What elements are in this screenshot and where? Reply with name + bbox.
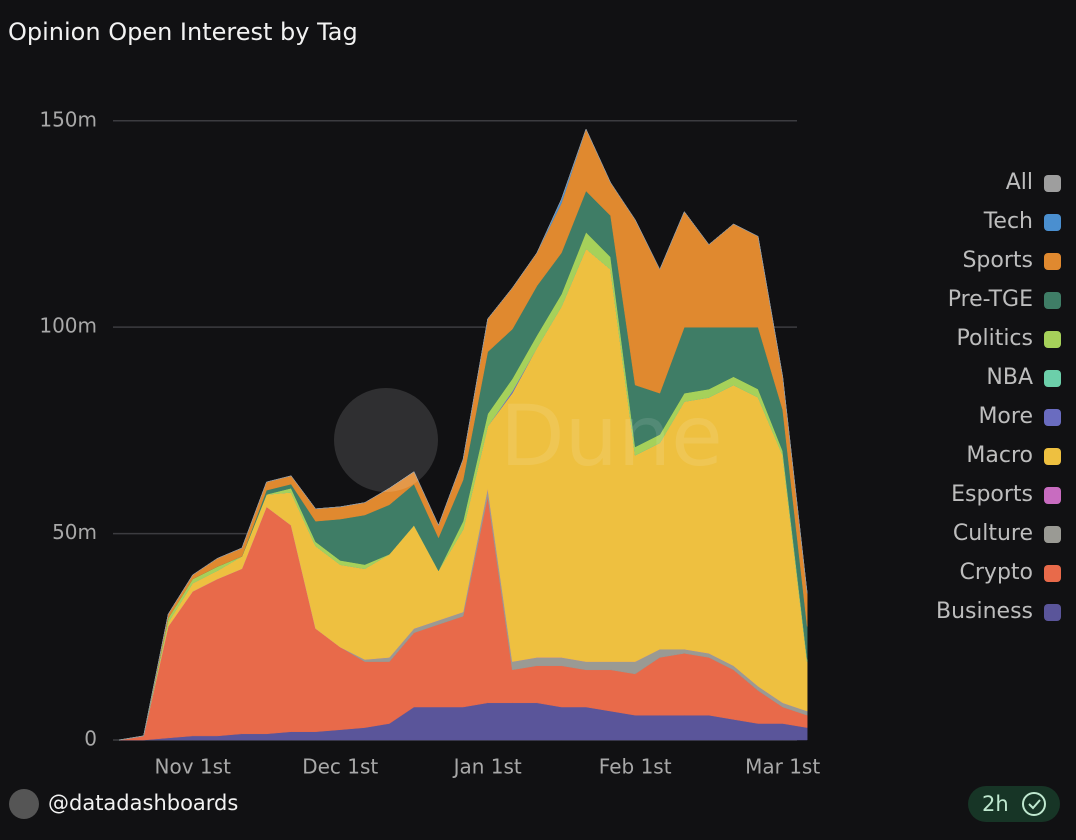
y-tick-label: 150m	[39, 107, 97, 131]
x-tick-label: Nov 1st	[155, 755, 232, 779]
age: 2h	[982, 792, 1009, 816]
legend-label: Tech	[983, 209, 1033, 234]
legend-label: Pre-TGE	[948, 287, 1033, 312]
legend-label: Macro	[966, 443, 1033, 468]
avatar	[9, 789, 39, 819]
area	[118, 128, 808, 741]
watermark-logo	[334, 388, 438, 492]
age-badge	[968, 786, 1060, 822]
legend-swatch	[1044, 526, 1061, 543]
legend-swatch	[1044, 487, 1061, 504]
y-tick-label: 100m	[39, 314, 97, 338]
legend-swatch	[1044, 409, 1061, 426]
legend-label: Esports	[951, 482, 1033, 507]
y-tick-label: 50m	[52, 520, 97, 544]
legend-label: All	[1006, 170, 1033, 195]
legend-swatch	[1044, 253, 1061, 270]
legend-label: Politics	[957, 326, 1033, 351]
x-tick-label: Feb 1st	[599, 755, 672, 779]
legend-swatch	[1044, 565, 1061, 582]
legend-swatch	[1044, 214, 1061, 231]
x-tick-label: Dec 1st	[302, 755, 378, 779]
legend-swatch	[1044, 604, 1061, 621]
watermark: Dune	[500, 387, 723, 485]
check-icon	[1022, 792, 1046, 816]
legend-swatch	[1044, 448, 1061, 465]
x-tick-label: Jan 1st	[452, 755, 522, 779]
legend: All Tech Sports Pre-TGE Politics NBA More Macro…	[936, 170, 1061, 624]
chart-title: Opinion Open Interest by Tag	[8, 18, 358, 46]
y-tick-label: 0	[84, 727, 97, 751]
legend-swatch	[1044, 175, 1061, 192]
author: @datadashboards	[48, 791, 238, 815]
check-mark	[1028, 799, 1041, 810]
plot-area: 0 50m 100m 150m Nov 1st Dec 1st Jan 1st Feb 1st…	[39, 107, 820, 778]
legend-label: Crypto	[960, 560, 1033, 585]
x-tick-label: Mar 1st	[745, 755, 820, 779]
legend-swatch	[1044, 370, 1061, 387]
legend-swatch	[1044, 292, 1061, 309]
legend-label: NBA	[986, 365, 1033, 390]
legend-label: Business	[936, 599, 1033, 624]
legend-label: Culture	[953, 521, 1033, 546]
legend-swatch	[1044, 331, 1061, 348]
legend-label: Sports	[962, 248, 1033, 273]
legend-label: More	[978, 404, 1033, 429]
